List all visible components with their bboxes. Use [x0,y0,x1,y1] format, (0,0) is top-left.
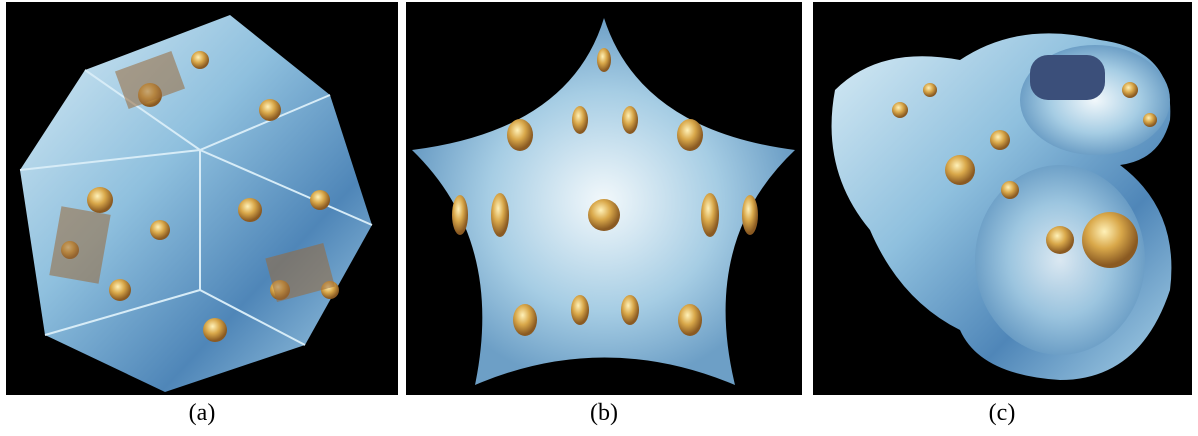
panel-b [406,2,802,395]
caption: (a) [189,400,216,426]
panel-a [6,2,398,395]
caption: (c) [989,400,1016,426]
panel [1030,55,1105,100]
figure: (a) (b) (c) [0,0,1198,436]
panel-c [813,2,1192,395]
caption: (b) [590,400,618,426]
